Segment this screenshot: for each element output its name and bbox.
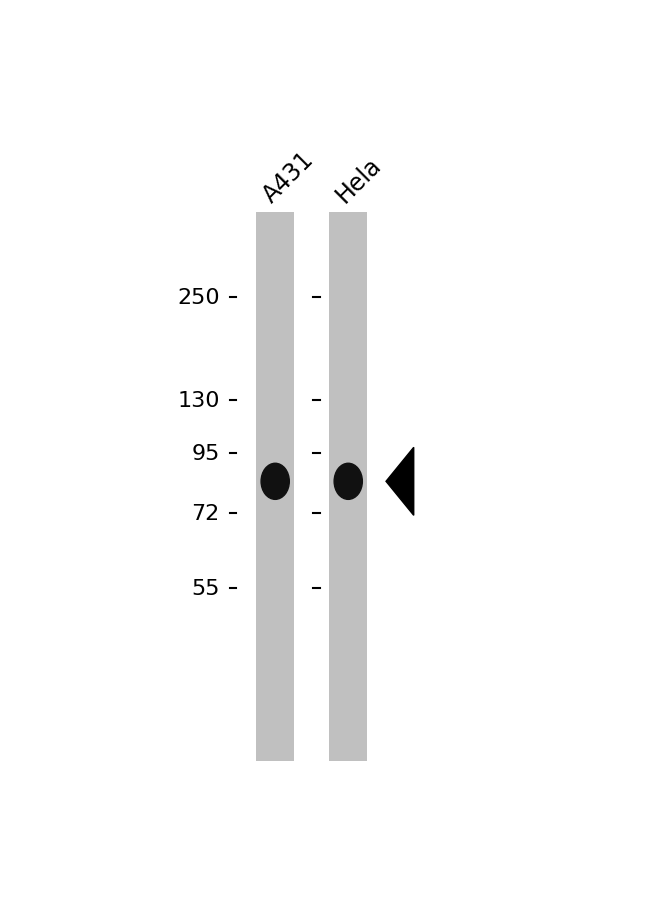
Text: 130: 130: [177, 391, 220, 411]
Text: Hela: Hela: [332, 153, 386, 207]
Text: A431: A431: [258, 147, 318, 207]
Ellipse shape: [261, 464, 289, 500]
Polygon shape: [386, 448, 414, 516]
Ellipse shape: [334, 464, 362, 500]
Text: 72: 72: [192, 504, 220, 524]
Text: 55: 55: [191, 578, 220, 598]
Text: 95: 95: [191, 444, 220, 463]
Bar: [330, 213, 367, 761]
Text: 250: 250: [177, 288, 220, 308]
Bar: [256, 213, 294, 761]
